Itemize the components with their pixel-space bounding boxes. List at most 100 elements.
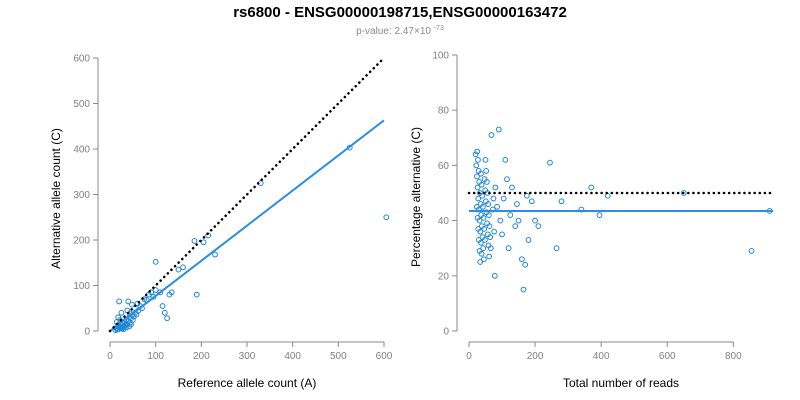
data-point [474, 148, 481, 155]
y-tick-label: 200 [73, 236, 90, 247]
data-point [486, 223, 493, 230]
data-point [164, 315, 170, 322]
data-point [191, 238, 198, 244]
x-tick-label: 300 [239, 351, 256, 362]
reference-line [108, 56, 386, 333]
data-point [596, 212, 603, 218]
x-tick-label: 200 [527, 351, 544, 362]
x-tick-label: 400 [593, 351, 610, 362]
data-point [495, 126, 502, 133]
data-point [180, 264, 186, 271]
data-point [477, 170, 484, 177]
data-point [118, 325, 124, 332]
x-tick-label: 400 [284, 351, 301, 362]
y-tick-label: 0 [84, 327, 90, 338]
chart-subtitle: p-value: 2.47×10 -73 [356, 25, 444, 37]
data-point [168, 289, 175, 296]
data-point [485, 201, 492, 207]
data-point [528, 198, 535, 205]
data-point [532, 217, 538, 224]
x-tick-label: 0 [107, 351, 113, 362]
data-point [485, 212, 492, 218]
data-point [558, 198, 565, 205]
data-point [500, 195, 507, 202]
data-point [522, 261, 529, 268]
data-point [126, 323, 133, 330]
data-point [159, 303, 166, 309]
data-point [488, 132, 495, 138]
data-point [509, 184, 515, 191]
data-point [474, 173, 480, 180]
data-point [479, 192, 486, 199]
data-point [479, 203, 486, 210]
y-tick-label: 500 [73, 99, 90, 110]
data-point [494, 203, 500, 210]
data-point [680, 190, 687, 196]
data-point [490, 195, 497, 202]
data-point [515, 217, 522, 224]
data-point [523, 192, 530, 199]
data-point [474, 184, 481, 191]
data-point [475, 195, 482, 202]
data-point [474, 203, 480, 210]
data-point [514, 201, 520, 207]
y-tick-label: 600 [73, 54, 90, 65]
x-tick-label: 500 [330, 351, 347, 362]
y-axis-title: Percentage alternative (C) [409, 127, 423, 267]
data-point [588, 184, 595, 191]
data-point [505, 245, 512, 252]
x-axis-title: Reference allele count (A) [178, 376, 317, 390]
data-point [212, 251, 218, 258]
data-point [487, 245, 494, 252]
data-point [473, 162, 480, 169]
y-tick-label: 40 [438, 216, 450, 227]
chart-title: rs6800 - ENSG00000198715,ENSG00000163472 [233, 4, 567, 21]
data-point [152, 287, 159, 293]
y-axis-title: Alternative allele count (C) [49, 128, 63, 269]
x-tick-label: 800 [725, 351, 742, 362]
data-point [525, 237, 532, 243]
data-point [116, 298, 123, 305]
panel-right-scatter: 0 200 400 600 800 0 20 40 60 80 100 Total number of… [409, 51, 775, 390]
subtitle-prefix: p-value: 2.47×10 [356, 26, 431, 37]
data-point [578, 206, 585, 213]
data-point [478, 181, 485, 188]
data-point [125, 298, 132, 305]
y-tick-label: 100 [432, 51, 449, 62]
data-point [200, 239, 207, 246]
data-point [489, 206, 496, 213]
data-point [497, 217, 504, 224]
data-point [480, 214, 487, 221]
data-point [128, 321, 134, 328]
data-point [492, 184, 499, 191]
data-point [161, 309, 168, 316]
x-tick-label: 0 [466, 351, 472, 362]
data-point [474, 214, 481, 221]
data-point [483, 179, 490, 185]
data-point [383, 214, 390, 221]
data-point [118, 309, 125, 316]
data-point [148, 289, 155, 296]
data-point [481, 225, 488, 232]
data-point [486, 253, 493, 260]
y-tick-label: 300 [73, 190, 90, 201]
x-tick-label: 600 [659, 351, 676, 362]
data-point [481, 237, 488, 243]
y-tick-label: 0 [443, 327, 449, 338]
data-point [476, 248, 483, 254]
data-point [482, 156, 489, 163]
data-point [483, 168, 490, 174]
fit-line [109, 119, 385, 332]
data-point [504, 176, 510, 183]
data-point [487, 234, 494, 241]
data-point [157, 289, 164, 296]
y-tick-label: 100 [73, 281, 90, 292]
x-tick-label: 200 [193, 351, 210, 362]
data-point [547, 159, 553, 166]
data-point [480, 256, 487, 263]
data-point [553, 245, 560, 252]
data-point [499, 231, 505, 238]
data-point [129, 301, 135, 308]
